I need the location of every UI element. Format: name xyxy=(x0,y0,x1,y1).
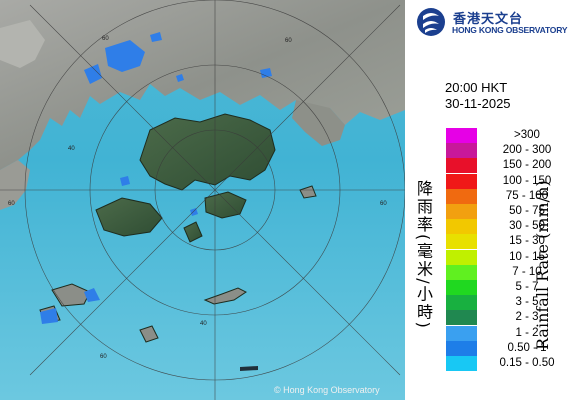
range-label: 40 xyxy=(68,146,75,152)
legend-title-chinese: 降雨率(毫米/小時) xyxy=(414,180,433,330)
radar-map: 60 60 60 60 60 40 40 © Hong Kong Observa… xyxy=(0,0,406,400)
hong-kong-territory xyxy=(139,113,276,191)
legend-label: 15 - 30 xyxy=(509,235,545,248)
legend-swatch xyxy=(446,249,477,265)
legend-label: 100 - 150 xyxy=(502,174,552,187)
legend-swatch xyxy=(446,310,477,326)
legend-swatch xyxy=(446,128,477,143)
rain-echoes xyxy=(40,32,272,324)
legend-swatch xyxy=(446,295,477,311)
island-south-small xyxy=(139,325,159,343)
lantau-island xyxy=(95,197,163,237)
legend-swatch xyxy=(446,173,477,189)
legend-label: 2 - 3 xyxy=(515,311,539,324)
observatory-emblem-icon xyxy=(417,8,445,36)
legend-label: 5 - 7 xyxy=(515,281,539,293)
legend-label: 30 - 50 xyxy=(509,220,545,233)
legend-label: 50 - 75 xyxy=(509,205,545,217)
range-labels: 60 60 60 60 60 40 40 xyxy=(8,36,387,360)
copyright-label: © Hong Kong Observatory xyxy=(274,385,380,395)
range-label: 60 xyxy=(100,354,107,360)
range-label: 60 xyxy=(380,201,387,207)
range-label: 60 xyxy=(8,201,15,207)
legend-label: 75 - 100 xyxy=(505,189,549,202)
mainland-north xyxy=(0,0,405,170)
legend-label: 1 - 2 xyxy=(515,326,539,339)
legend-swatch xyxy=(446,158,477,174)
legend-label: 3 - 5 xyxy=(515,296,539,309)
legend-label: 0.50 - 1 xyxy=(507,341,547,354)
range-label: 60 xyxy=(285,38,292,44)
range-label: 40 xyxy=(200,321,207,327)
legend-swatch xyxy=(446,188,477,204)
legend-label: 150 - 200 xyxy=(502,159,552,172)
legend-swatch xyxy=(446,356,477,371)
legend-label: 0.15 - 0.50 xyxy=(499,357,555,369)
observation-time: 20:00 HKT xyxy=(445,80,508,95)
legend-swatch xyxy=(446,219,477,235)
legend-swatch xyxy=(446,264,477,280)
legend-label: 10 - 15 xyxy=(509,250,545,263)
mainland-west xyxy=(0,160,30,210)
legend-swatch xyxy=(446,340,477,356)
legend-label: 200 - 300 xyxy=(502,144,552,157)
observatory-logo: 香港天文台 HONG KONG OBSERVATORY xyxy=(415,6,575,38)
legend-swatch xyxy=(446,280,477,295)
legend-title-english: Rainfall Rate (mm/h) xyxy=(533,180,552,350)
legend-swatch xyxy=(446,143,477,159)
legend-label: 7 - 10 xyxy=(512,265,542,278)
island-dark xyxy=(240,366,258,371)
island-east xyxy=(299,185,317,199)
legend-label: >300 xyxy=(514,129,540,141)
range-rings xyxy=(0,0,406,400)
peninsula-east xyxy=(292,100,345,146)
island-nw xyxy=(0,20,45,68)
legend-swatch xyxy=(446,325,477,341)
logo-english-text: HONG KONG OBSERVATORY xyxy=(452,25,568,35)
lamma-island xyxy=(183,221,203,243)
legend-panel: 香港天文台 HONG KONG OBSERVATORY 20:00 HKT 30… xyxy=(405,0,577,400)
logo-chinese-text: 香港天文台 xyxy=(453,12,524,27)
range-label: 60 xyxy=(102,36,109,42)
legend-swatch xyxy=(446,204,477,219)
radar-map-image: 60 60 60 60 60 40 40 xyxy=(0,0,406,400)
legend-swatch xyxy=(446,234,477,250)
observation-date: 30-11-2025 xyxy=(445,96,511,111)
